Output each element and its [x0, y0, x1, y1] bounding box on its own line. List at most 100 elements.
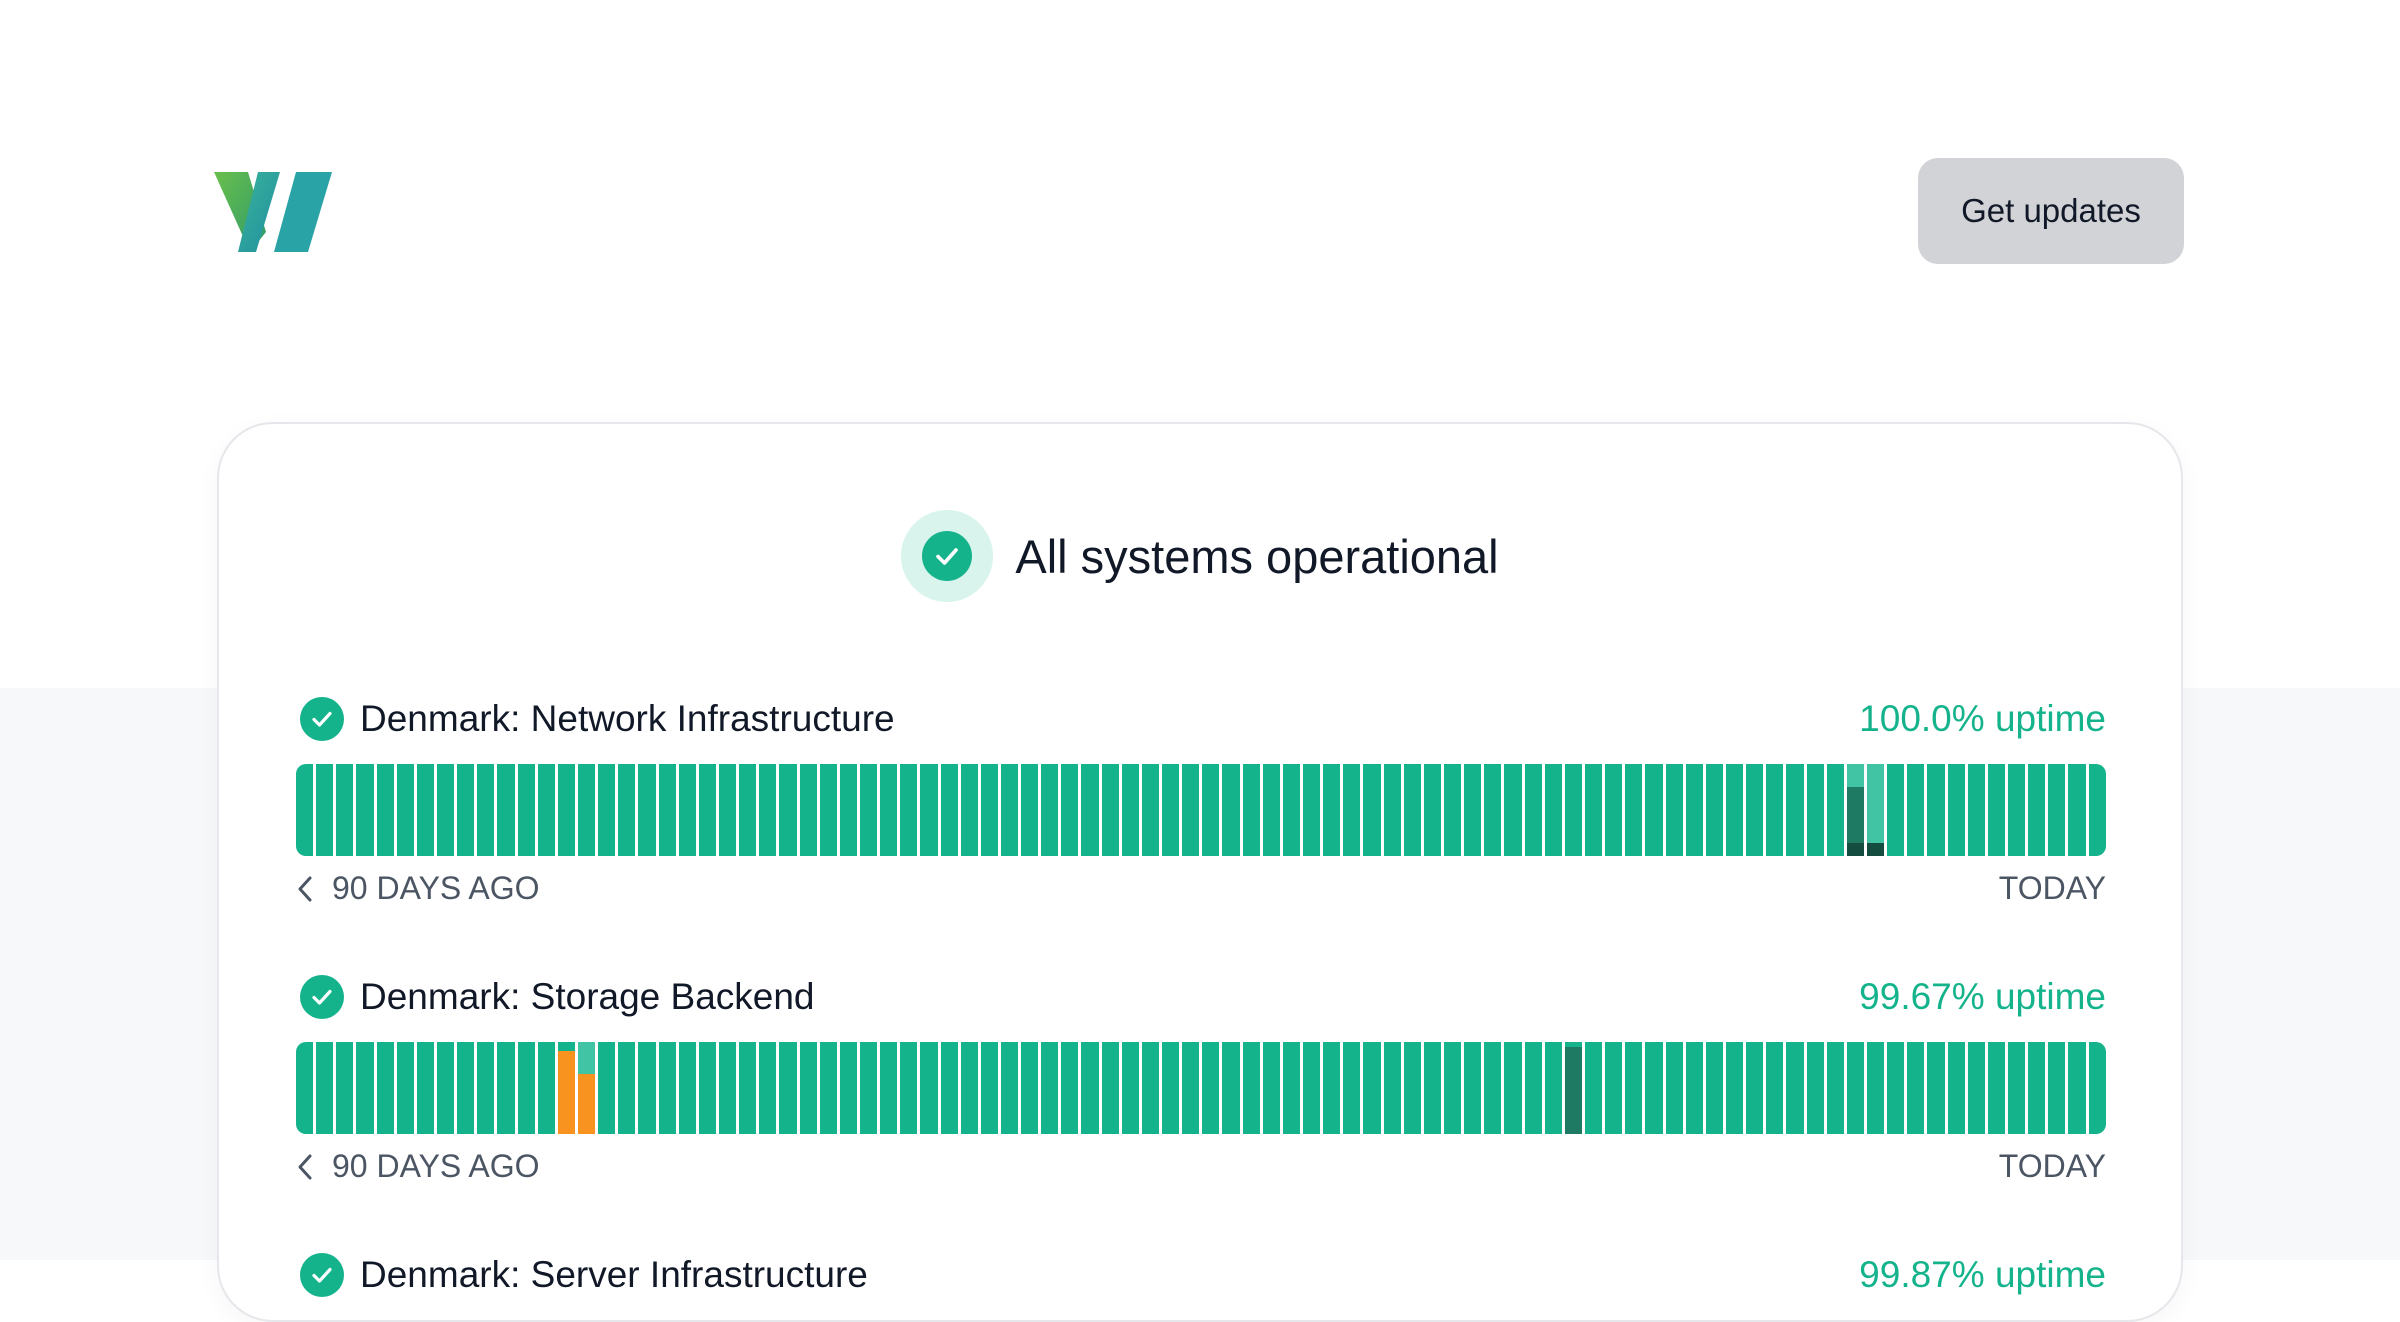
uptime-day[interactable]	[577, 764, 596, 856]
uptime-day[interactable]	[1826, 764, 1844, 856]
uptime-day[interactable]	[1665, 1042, 1683, 1134]
uptime-day[interactable]	[336, 1042, 354, 1134]
uptime-day[interactable]	[880, 1042, 898, 1134]
uptime-day[interactable]	[819, 1042, 837, 1134]
uptime-day[interactable]	[1403, 1042, 1421, 1134]
uptime-day[interactable]	[1746, 1042, 1764, 1134]
uptime-day[interactable]	[1544, 1042, 1562, 1134]
uptime-day[interactable]	[2088, 764, 2106, 856]
uptime-day[interactable]	[1282, 764, 1301, 856]
uptime-day[interactable]	[1081, 764, 1099, 856]
uptime-day[interactable]	[799, 764, 817, 856]
uptime-day[interactable]	[1524, 1042, 1542, 1134]
uptime-day[interactable]	[296, 1042, 314, 1134]
uptime-day[interactable]	[779, 764, 797, 856]
uptime-day[interactable]	[1000, 1042, 1019, 1134]
uptime-day[interactable]	[1383, 1042, 1401, 1134]
uptime-day[interactable]	[336, 764, 354, 856]
uptime-day[interactable]	[1887, 764, 1905, 856]
uptime-day[interactable]	[1323, 1042, 1341, 1134]
uptime-day[interactable]	[1182, 1042, 1200, 1134]
uptime-day[interactable]	[1685, 764, 1703, 856]
uptime-day[interactable]	[1242, 764, 1260, 856]
uptime-day[interactable]	[356, 1042, 374, 1134]
uptime-day[interactable]	[477, 1042, 495, 1134]
uptime-day[interactable]	[2007, 764, 2026, 856]
uptime-day[interactable]	[1303, 1042, 1321, 1134]
uptime-day[interactable]	[1444, 1042, 1462, 1134]
uptime-day[interactable]	[900, 764, 918, 856]
uptime-day[interactable]	[1866, 764, 1885, 856]
uptime-day[interactable]	[1866, 1042, 1885, 1134]
uptime-day[interactable]	[799, 1042, 817, 1134]
uptime-day[interactable]	[1967, 1042, 1985, 1134]
uptime-day[interactable]	[1786, 1042, 1804, 1134]
uptime-day[interactable]	[436, 764, 455, 856]
uptime-day[interactable]	[517, 1042, 535, 1134]
uptime-day[interactable]	[376, 764, 394, 856]
uptime-day[interactable]	[718, 1042, 737, 1134]
uptime-day[interactable]	[1927, 764, 1945, 856]
uptime-day[interactable]	[819, 764, 837, 856]
uptime-day[interactable]	[1061, 764, 1079, 856]
uptime-day[interactable]	[698, 764, 716, 856]
uptime-day[interactable]	[1746, 764, 1764, 856]
uptime-day[interactable]	[598, 1042, 616, 1134]
uptime-day[interactable]	[1343, 1042, 1361, 1134]
uptime-day[interactable]	[1504, 1042, 1522, 1134]
uptime-day[interactable]	[1806, 1042, 1824, 1134]
component-name[interactable]: Denmark: Network Infrastructure	[360, 698, 895, 739]
uptime-day[interactable]	[1585, 764, 1603, 856]
uptime-day[interactable]	[1081, 1042, 1099, 1134]
uptime-day[interactable]	[1725, 1042, 1744, 1134]
uptime-day[interactable]	[1141, 764, 1160, 856]
uptime-day[interactable]	[658, 1042, 676, 1134]
uptime-day[interactable]	[980, 1042, 998, 1134]
uptime-day[interactable]	[940, 1042, 958, 1134]
uptime-day[interactable]	[457, 1042, 475, 1134]
uptime-day[interactable]	[1766, 1042, 1784, 1134]
uptime-day[interactable]	[920, 764, 938, 856]
uptime-day[interactable]	[1826, 1042, 1844, 1134]
uptime-day[interactable]	[759, 1042, 777, 1134]
uptime-day[interactable]	[1987, 764, 2005, 856]
uptime-day[interactable]	[1423, 1042, 1442, 1134]
uptime-day[interactable]	[1242, 1042, 1260, 1134]
uptime-day[interactable]	[1887, 1042, 1905, 1134]
uptime-day[interactable]	[1363, 764, 1381, 856]
uptime-day[interactable]	[1665, 764, 1683, 856]
uptime-day[interactable]	[859, 764, 878, 856]
uptime-day[interactable]	[1041, 764, 1059, 856]
uptime-day[interactable]	[1162, 764, 1180, 856]
uptime-day[interactable]	[517, 764, 535, 856]
uptime-day[interactable]	[739, 1042, 757, 1134]
uptime-day[interactable]	[940, 764, 958, 856]
uptime-day[interactable]	[1363, 1042, 1381, 1134]
uptime-day[interactable]	[577, 1042, 596, 1134]
uptime-day[interactable]	[1605, 1042, 1623, 1134]
uptime-day[interactable]	[598, 764, 616, 856]
uptime-day[interactable]	[316, 764, 334, 856]
uptime-day[interactable]	[1202, 764, 1220, 856]
uptime-day[interactable]	[557, 764, 575, 856]
uptime-day[interactable]	[1987, 1042, 2005, 1134]
uptime-day[interactable]	[1766, 764, 1784, 856]
uptime-day[interactable]	[1927, 1042, 1945, 1134]
uptime-day[interactable]	[1403, 764, 1421, 856]
uptime-day[interactable]	[1041, 1042, 1059, 1134]
uptime-day[interactable]	[1564, 1042, 1582, 1134]
uptime-day[interactable]	[1121, 1042, 1139, 1134]
uptime-day[interactable]	[880, 764, 898, 856]
uptime-day[interactable]	[1907, 764, 1925, 856]
uptime-day[interactable]	[638, 1042, 656, 1134]
uptime-day[interactable]	[1846, 764, 1864, 856]
uptime-day[interactable]	[1202, 1042, 1220, 1134]
uptime-day[interactable]	[1423, 764, 1442, 856]
uptime-day[interactable]	[1967, 764, 1985, 856]
uptime-day[interactable]	[396, 1042, 414, 1134]
uptime-day[interactable]	[1021, 1042, 1039, 1134]
uptime-day[interactable]	[457, 764, 475, 856]
uptime-day[interactable]	[1605, 764, 1623, 856]
uptime-day[interactable]	[376, 1042, 394, 1134]
uptime-day[interactable]	[316, 1042, 334, 1134]
